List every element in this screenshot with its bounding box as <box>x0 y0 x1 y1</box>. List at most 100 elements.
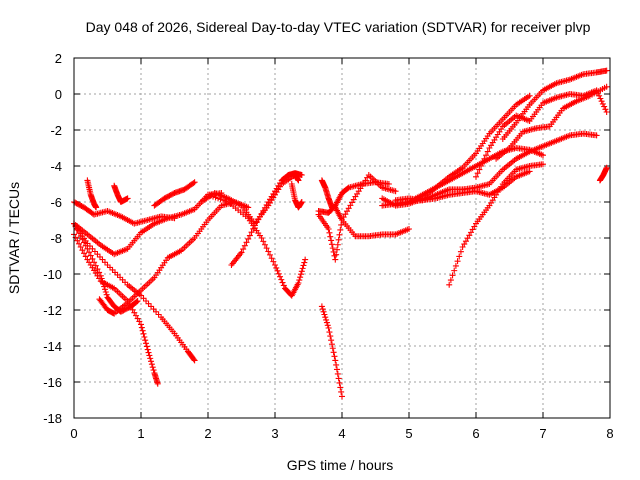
data-point <box>457 248 464 255</box>
data-point <box>338 388 345 395</box>
data-point <box>334 370 341 377</box>
data-point <box>334 241 341 248</box>
data-point <box>81 239 88 246</box>
data-point <box>603 67 610 74</box>
data-point <box>328 341 335 348</box>
data-point <box>322 314 329 321</box>
y-tick-label: -14 <box>43 339 62 354</box>
data-point <box>272 262 278 268</box>
data-point <box>74 237 81 244</box>
data-point <box>447 277 454 284</box>
x-tick-label: 0 <box>70 426 77 441</box>
data-point <box>278 276 285 283</box>
data-point <box>81 250 88 257</box>
data-point <box>451 267 458 274</box>
data-point <box>102 289 109 295</box>
data-point <box>145 349 152 356</box>
series-track-11 <box>198 172 302 227</box>
data-point <box>148 358 155 365</box>
data-point <box>99 278 106 285</box>
data-point <box>101 286 108 293</box>
y-tick-label: 2 <box>55 51 62 66</box>
y-tick-label: -8 <box>50 231 62 246</box>
data-point <box>273 264 280 271</box>
data-point <box>326 329 333 336</box>
data-point <box>325 226 332 232</box>
data-point <box>319 306 326 313</box>
data-point <box>596 92 603 99</box>
data-point <box>270 258 277 265</box>
data-point <box>92 262 99 269</box>
series-track-12 <box>228 170 305 268</box>
data-point <box>297 271 304 278</box>
data-point <box>74 226 81 233</box>
data-point <box>593 132 600 139</box>
x-tick-label: 1 <box>137 426 144 441</box>
data-point <box>603 83 610 90</box>
data-point <box>77 233 84 240</box>
series-track-22 <box>446 161 546 288</box>
data-point <box>297 274 304 281</box>
y-tick-label: 0 <box>55 87 62 102</box>
series-track-26 <box>493 83 610 162</box>
data-point <box>279 279 286 286</box>
series-track-9 <box>151 179 198 209</box>
data-point <box>336 379 343 386</box>
data-point <box>146 352 153 359</box>
data-point <box>241 242 248 249</box>
data-point <box>142 337 149 344</box>
data-point <box>333 361 340 368</box>
y-tick-label: -16 <box>43 375 62 390</box>
data-point <box>301 259 308 266</box>
data-point <box>277 273 284 280</box>
data-points <box>71 67 610 400</box>
data-point <box>243 239 250 246</box>
data-point <box>144 346 151 353</box>
data-point <box>84 245 91 252</box>
data-point <box>103 291 110 298</box>
data-point <box>190 356 197 363</box>
data-point <box>296 277 303 284</box>
data-point <box>481 155 488 162</box>
data-point <box>300 262 307 269</box>
data-point <box>275 270 282 277</box>
series-track-13 <box>288 181 305 211</box>
x-tick-labels: 0 1 2 3 4 5 6 7 8 <box>70 426 613 441</box>
data-point <box>76 230 83 237</box>
data-point <box>147 355 154 362</box>
data-point <box>258 235 265 241</box>
series-track-1 <box>71 220 198 364</box>
grid <box>74 58 610 418</box>
data-point <box>190 180 197 187</box>
data-point <box>601 103 608 110</box>
data-point <box>484 148 491 155</box>
y-tick-label: -6 <box>50 195 62 210</box>
x-tick-label: 3 <box>271 426 278 441</box>
data-point <box>124 195 131 202</box>
data-point <box>476 166 483 173</box>
data-point <box>603 109 610 115</box>
data-point <box>332 357 339 364</box>
data-point <box>332 256 339 263</box>
y-tick-label: -4 <box>50 159 62 174</box>
data-point <box>191 179 198 186</box>
data-point <box>540 152 546 159</box>
data-point <box>149 364 156 371</box>
data-point <box>323 319 330 326</box>
data-point <box>266 251 273 258</box>
series-track-15 <box>318 303 345 400</box>
data-point <box>79 247 86 254</box>
x-tick-label: 5 <box>405 426 412 441</box>
data-point <box>599 100 606 107</box>
y-tick-label: -2 <box>50 123 62 138</box>
x-axis-label: GPS time / hours <box>287 457 394 473</box>
data-point <box>133 298 140 305</box>
data-point <box>323 316 330 323</box>
data-point <box>324 322 331 329</box>
data-point <box>337 384 344 391</box>
data-point <box>260 238 267 245</box>
data-point <box>143 343 150 350</box>
data-point <box>339 393 345 400</box>
data-point <box>295 280 302 286</box>
